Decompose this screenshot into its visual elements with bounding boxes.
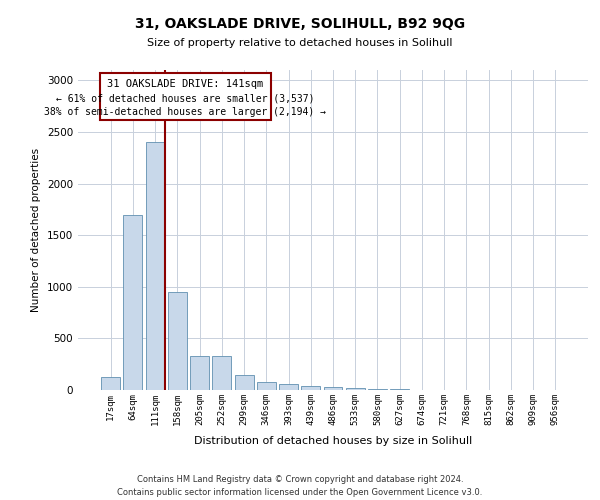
FancyBboxPatch shape [100,73,271,120]
X-axis label: Distribution of detached houses by size in Solihull: Distribution of detached houses by size … [194,436,472,446]
Text: Contains public sector information licensed under the Open Government Licence v3: Contains public sector information licen… [118,488,482,497]
Bar [101,376,120,390]
Bar [301,386,320,390]
Text: 31 OAKSLADE DRIVE: 141sqm: 31 OAKSLADE DRIVE: 141sqm [107,79,263,89]
Bar [190,356,209,390]
Bar [146,142,164,390]
Bar [279,384,298,390]
Bar [323,387,343,390]
Bar [235,374,254,390]
Bar [124,214,142,390]
Bar [257,382,276,390]
Bar [346,388,365,390]
Bar [368,389,387,390]
Text: Size of property relative to detached houses in Solihull: Size of property relative to detached ho… [147,38,453,48]
Text: 31, OAKSLADE DRIVE, SOLIHULL, B92 9QG: 31, OAKSLADE DRIVE, SOLIHULL, B92 9QG [135,18,465,32]
Bar [212,356,231,390]
Text: Contains HM Land Registry data © Crown copyright and database right 2024.: Contains HM Land Registry data © Crown c… [137,474,463,484]
Text: 38% of semi-detached houses are larger (2,194) →: 38% of semi-detached houses are larger (… [44,107,326,117]
Text: ← 61% of detached houses are smaller (3,537): ← 61% of detached houses are smaller (3,… [56,94,314,104]
Y-axis label: Number of detached properties: Number of detached properties [31,148,41,312]
Bar [168,292,187,390]
